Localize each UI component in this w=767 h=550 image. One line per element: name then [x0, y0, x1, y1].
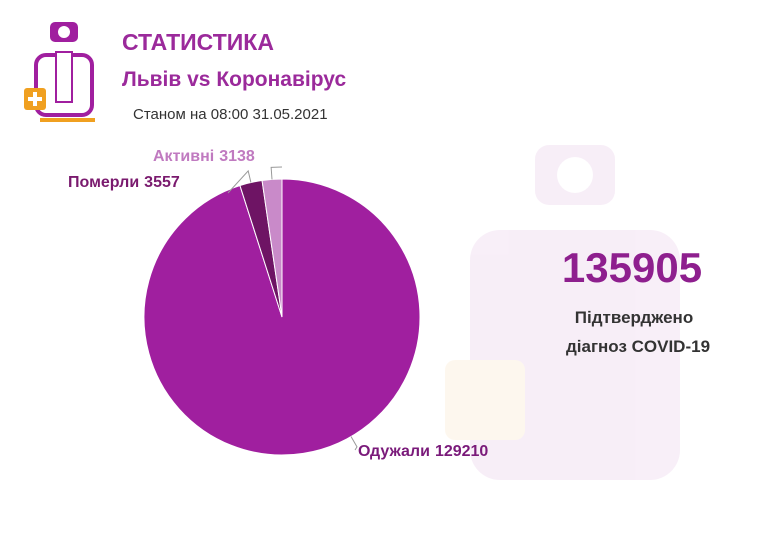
title: СТАТИСТИКА — [122, 29, 274, 55]
slice-value: 129210 — [435, 443, 488, 460]
logo — [24, 22, 95, 122]
slice-label: Одужали 129210 — [358, 443, 488, 460]
total: 135905 — [562, 244, 702, 291]
leader-line — [270, 166, 283, 180]
slice-name: Померли — [68, 174, 139, 191]
slice-name: Одужали — [358, 443, 430, 460]
slice-value: 3138 — [219, 148, 255, 165]
pie: Одужали 129210 Померли 3557 Активні 3138 — [68, 148, 488, 460]
caption-line: Підтверджено — [575, 308, 693, 327]
slice-value: 3557 — [144, 174, 180, 191]
pie-slice — [261, 178, 283, 318]
date: Станом на 08:00 31.05.2021 — [133, 106, 328, 123]
watermark — [445, 145, 680, 480]
slice-name: Активні — [153, 148, 214, 165]
leader-line — [227, 169, 252, 194]
caption-line: діагноз COVID-19 — [566, 337, 710, 356]
slice-label: Померли 3557 — [68, 174, 180, 191]
leader-line — [350, 436, 358, 451]
slice-label: Активні 3138 — [153, 148, 255, 165]
subtitle: Львів vs Коронавірус — [122, 68, 346, 91]
